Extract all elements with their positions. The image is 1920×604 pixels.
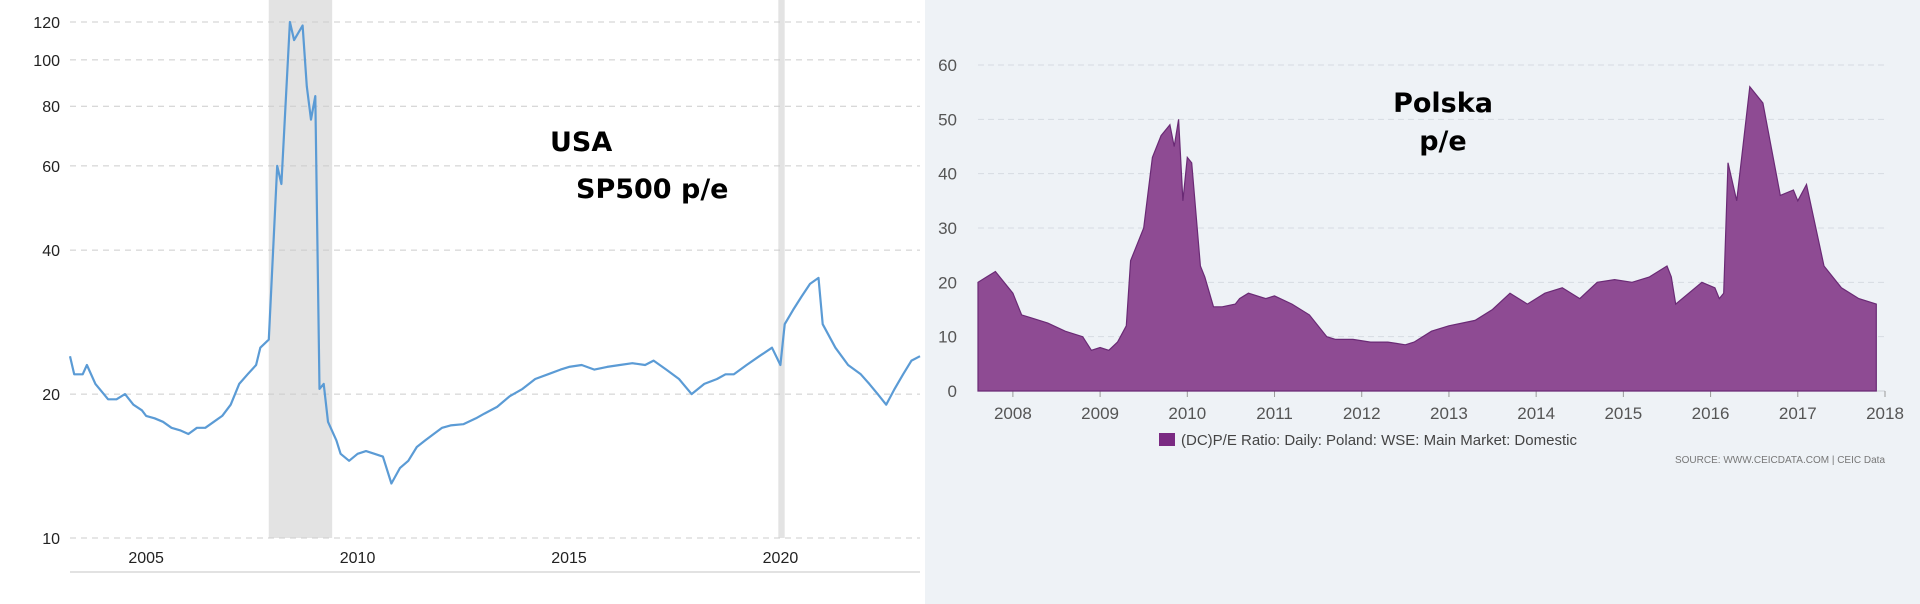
pl-overlay-title-line-1: Polska bbox=[1393, 88, 1493, 119]
x-tick-label-2010: 2010 bbox=[340, 550, 376, 567]
pl-x-tick-label-2008: 2008 bbox=[994, 404, 1032, 423]
pl-overlay-title-line-2: p/e bbox=[1419, 126, 1467, 157]
y-tick-label-80: 80 bbox=[42, 99, 60, 116]
overlay-title-line-1: USA bbox=[550, 127, 612, 158]
y-tick-label-10: 10 bbox=[42, 531, 60, 548]
pl-x-tick-label-2018: 2018 bbox=[1866, 404, 1904, 423]
pl-x-tick-label-2013: 2013 bbox=[1430, 404, 1468, 423]
pl-y-tick-label-30: 30 bbox=[938, 219, 957, 238]
pl-y-tick-label-10: 10 bbox=[938, 328, 957, 347]
legend-swatch bbox=[1159, 433, 1175, 446]
poland-pe-chart-panel: 0 10 20 30 40 50 60 2008 2009 2010 2011 2012 2013 201… bbox=[925, 0, 1920, 604]
x-tick-label-2005: 2005 bbox=[128, 550, 164, 567]
pl-y-tick-label-20: 20 bbox=[938, 273, 957, 292]
pl-y-tick-label-60: 60 bbox=[938, 56, 957, 75]
recession-band-1 bbox=[778, 0, 785, 538]
pl-x-tick-label-2009: 2009 bbox=[1081, 404, 1119, 423]
usa-pe-chart: 10 20 40 60 80 100 120 2005 2010 2015 2020 USA SP500… bbox=[33, 0, 921, 573]
legend-label: (DC)P/E Ratio: Daily: Poland: WSE: Main … bbox=[1181, 432, 1577, 449]
pl-x-tick-label-2015: 2015 bbox=[1604, 404, 1642, 423]
pl-x-tick-label-2017: 2017 bbox=[1779, 404, 1817, 423]
x-tick-label-2015: 2015 bbox=[551, 550, 587, 567]
pl-y-tick-label-50: 50 bbox=[938, 110, 957, 129]
y-tick-label-20: 20 bbox=[42, 387, 60, 404]
y-tick-label-40: 40 bbox=[42, 243, 60, 260]
pl-x-tick-label-2010: 2010 bbox=[1168, 404, 1206, 423]
y-tick-label-60: 60 bbox=[42, 159, 60, 176]
pl-y-tick-label-0: 0 bbox=[948, 382, 957, 401]
sp500-pe-line bbox=[68, 20, 921, 485]
overlay-title-line-2: SP500 p/e bbox=[576, 174, 729, 205]
pl-x-tick-label-2016: 2016 bbox=[1692, 404, 1730, 423]
poland-pe-chart: 0 10 20 30 40 50 60 2008 2009 2010 2011 2012 2013 201… bbox=[938, 56, 1904, 466]
pl-y-tick-label-40: 40 bbox=[938, 165, 957, 184]
pl-x-tick-label-2014: 2014 bbox=[1517, 404, 1555, 423]
pl-x-tick-label-2011: 2011 bbox=[1256, 404, 1293, 423]
source-note: SOURCE: WWW.CEICDATA.COM | CEIC Data bbox=[1675, 455, 1885, 466]
usa-pe-chart-panel: 10 20 40 60 80 100 120 2005 2010 2015 2020 USA SP500… bbox=[0, 0, 925, 604]
pl-pe-area bbox=[977, 85, 1877, 392]
recession-band-0 bbox=[268, 0, 333, 538]
x-tick-label-2020: 2020 bbox=[763, 550, 799, 567]
pl-x-tick-label-2012: 2012 bbox=[1343, 404, 1381, 423]
y-tick-label-100: 100 bbox=[33, 53, 60, 70]
y-tick-label-120: 120 bbox=[33, 15, 60, 32]
